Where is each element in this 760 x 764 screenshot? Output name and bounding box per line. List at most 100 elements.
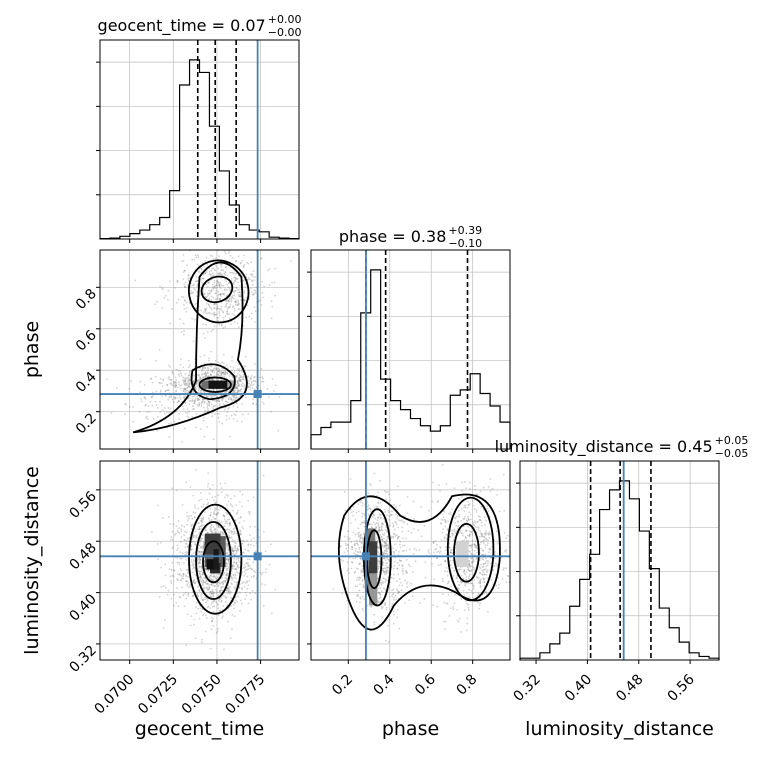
sample-point [223, 354, 225, 356]
sample-point [511, 486, 513, 488]
sample-point [206, 264, 208, 266]
sample-point [374, 472, 376, 474]
sample-point [221, 534, 223, 536]
sample-point [444, 560, 446, 562]
sample-point [263, 605, 265, 607]
sample-point [359, 583, 361, 585]
sample-point [398, 628, 400, 630]
sample-point [218, 308, 220, 310]
sample-point [174, 287, 176, 289]
sample-point [226, 529, 228, 531]
sample-point [172, 428, 174, 430]
sample-point [273, 390, 275, 392]
sample-point [446, 538, 448, 540]
sample-point [251, 375, 253, 377]
sample-point [170, 536, 172, 538]
sample-point [233, 577, 235, 579]
sample-point [244, 564, 246, 566]
sample-point [130, 380, 132, 382]
sample-point [279, 396, 281, 398]
sample-point [389, 499, 391, 501]
sample-point [189, 486, 191, 488]
sample-point [220, 507, 222, 509]
sample-point [393, 524, 395, 526]
sample-point [215, 298, 217, 300]
sample-point [450, 607, 452, 609]
sample-point [248, 511, 250, 513]
sample-point [516, 559, 518, 561]
sample-point [191, 549, 193, 551]
sample-point [250, 381, 252, 383]
sample-point [355, 533, 357, 535]
sample-point [224, 376, 226, 378]
sample-point [193, 559, 195, 561]
sample-point [368, 513, 370, 515]
sample-point [449, 560, 451, 562]
density-cell [206, 559, 213, 569]
sample-point [381, 533, 383, 535]
sample-point [206, 257, 208, 259]
sample-point [263, 403, 265, 405]
sample-point [361, 541, 363, 543]
sample-point [239, 610, 241, 612]
sample-point [241, 421, 243, 423]
sample-point [246, 540, 248, 542]
sample-point [214, 507, 216, 509]
sample-point [209, 586, 211, 588]
sample-point [466, 571, 468, 573]
sample-point [197, 386, 199, 388]
sample-point [471, 545, 473, 547]
sample-point [452, 606, 454, 608]
sample-point [234, 308, 236, 310]
sample-point [255, 292, 257, 294]
sample-point [385, 498, 387, 500]
sample-point [167, 594, 169, 596]
sample-point [358, 579, 360, 581]
sample-point [231, 370, 233, 372]
sample-point [211, 575, 213, 577]
sample-point [352, 531, 354, 533]
sample-point [239, 532, 241, 534]
sample-point [238, 308, 240, 310]
sample-point [454, 517, 456, 519]
sample-point [480, 564, 482, 566]
sample-point [220, 582, 222, 584]
sample-point [468, 607, 470, 609]
sample-point [215, 360, 217, 362]
sample-point [233, 283, 235, 285]
sample-point [204, 567, 206, 569]
sample-point [379, 534, 381, 536]
sample-point [494, 551, 496, 553]
sample-point [511, 513, 513, 515]
sample-point [183, 334, 185, 336]
sample-point [199, 402, 201, 404]
sample-point [184, 308, 186, 310]
sample-point [436, 544, 438, 546]
sample-point [450, 531, 452, 533]
sample-point [160, 391, 162, 393]
sample-point [200, 566, 202, 568]
sample-point [413, 548, 415, 550]
sample-point [356, 540, 358, 542]
sample-point [204, 410, 206, 412]
sample-point [226, 289, 228, 291]
sample-point [189, 364, 191, 366]
sample-point [381, 608, 383, 610]
sample-point [205, 324, 207, 326]
sample-point [236, 532, 238, 534]
sample-point [215, 454, 217, 456]
sample-point [484, 581, 486, 583]
sample-point [208, 240, 210, 242]
sample-point [188, 386, 190, 388]
sample-point [507, 535, 509, 537]
sample-point [215, 501, 217, 503]
sample-point [221, 324, 223, 326]
sample-point [453, 608, 455, 610]
sample-point [197, 374, 199, 376]
sample-point [383, 532, 385, 534]
sample-point [213, 526, 215, 528]
sample-point [185, 592, 187, 594]
sample-point [503, 474, 505, 476]
sample-point [387, 558, 389, 560]
sample-point [488, 510, 490, 512]
